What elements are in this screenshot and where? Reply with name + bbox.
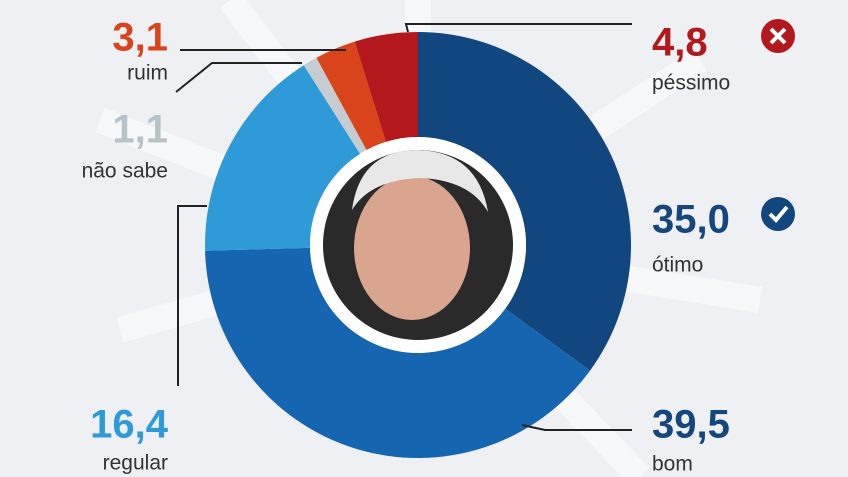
donut-slice <box>205 65 361 251</box>
value-label: 35,0 <box>652 198 730 242</box>
donut-slice <box>418 32 632 371</box>
leader-line <box>521 424 632 431</box>
category-label: ótimo <box>652 254 703 277</box>
positive-icon-mark <box>768 205 789 223</box>
leader-line <box>177 205 207 386</box>
value-label: 16,4 <box>90 403 169 447</box>
portrait-face <box>354 176 470 320</box>
category-label: ruim <box>127 62 168 85</box>
donut-slice <box>354 32 418 142</box>
leader-line <box>404 23 632 33</box>
value-label: 3,1 <box>112 16 168 60</box>
category-label: não sabe <box>82 160 168 183</box>
value-label: 1,1 <box>112 108 168 152</box>
negative-icon-mark <box>769 27 787 45</box>
category-label: bom <box>652 453 693 476</box>
category-label: regular <box>103 452 168 475</box>
leader-line <box>175 62 302 93</box>
category-label: péssimo <box>652 72 730 95</box>
positive-icon <box>761 197 795 231</box>
portrait-hair <box>352 150 488 212</box>
donut-slice <box>316 41 386 151</box>
value-label: 4,8 <box>652 21 708 65</box>
donut-slice <box>205 247 591 459</box>
value-label: 39,5 <box>652 403 730 447</box>
donut-slice <box>303 57 367 154</box>
